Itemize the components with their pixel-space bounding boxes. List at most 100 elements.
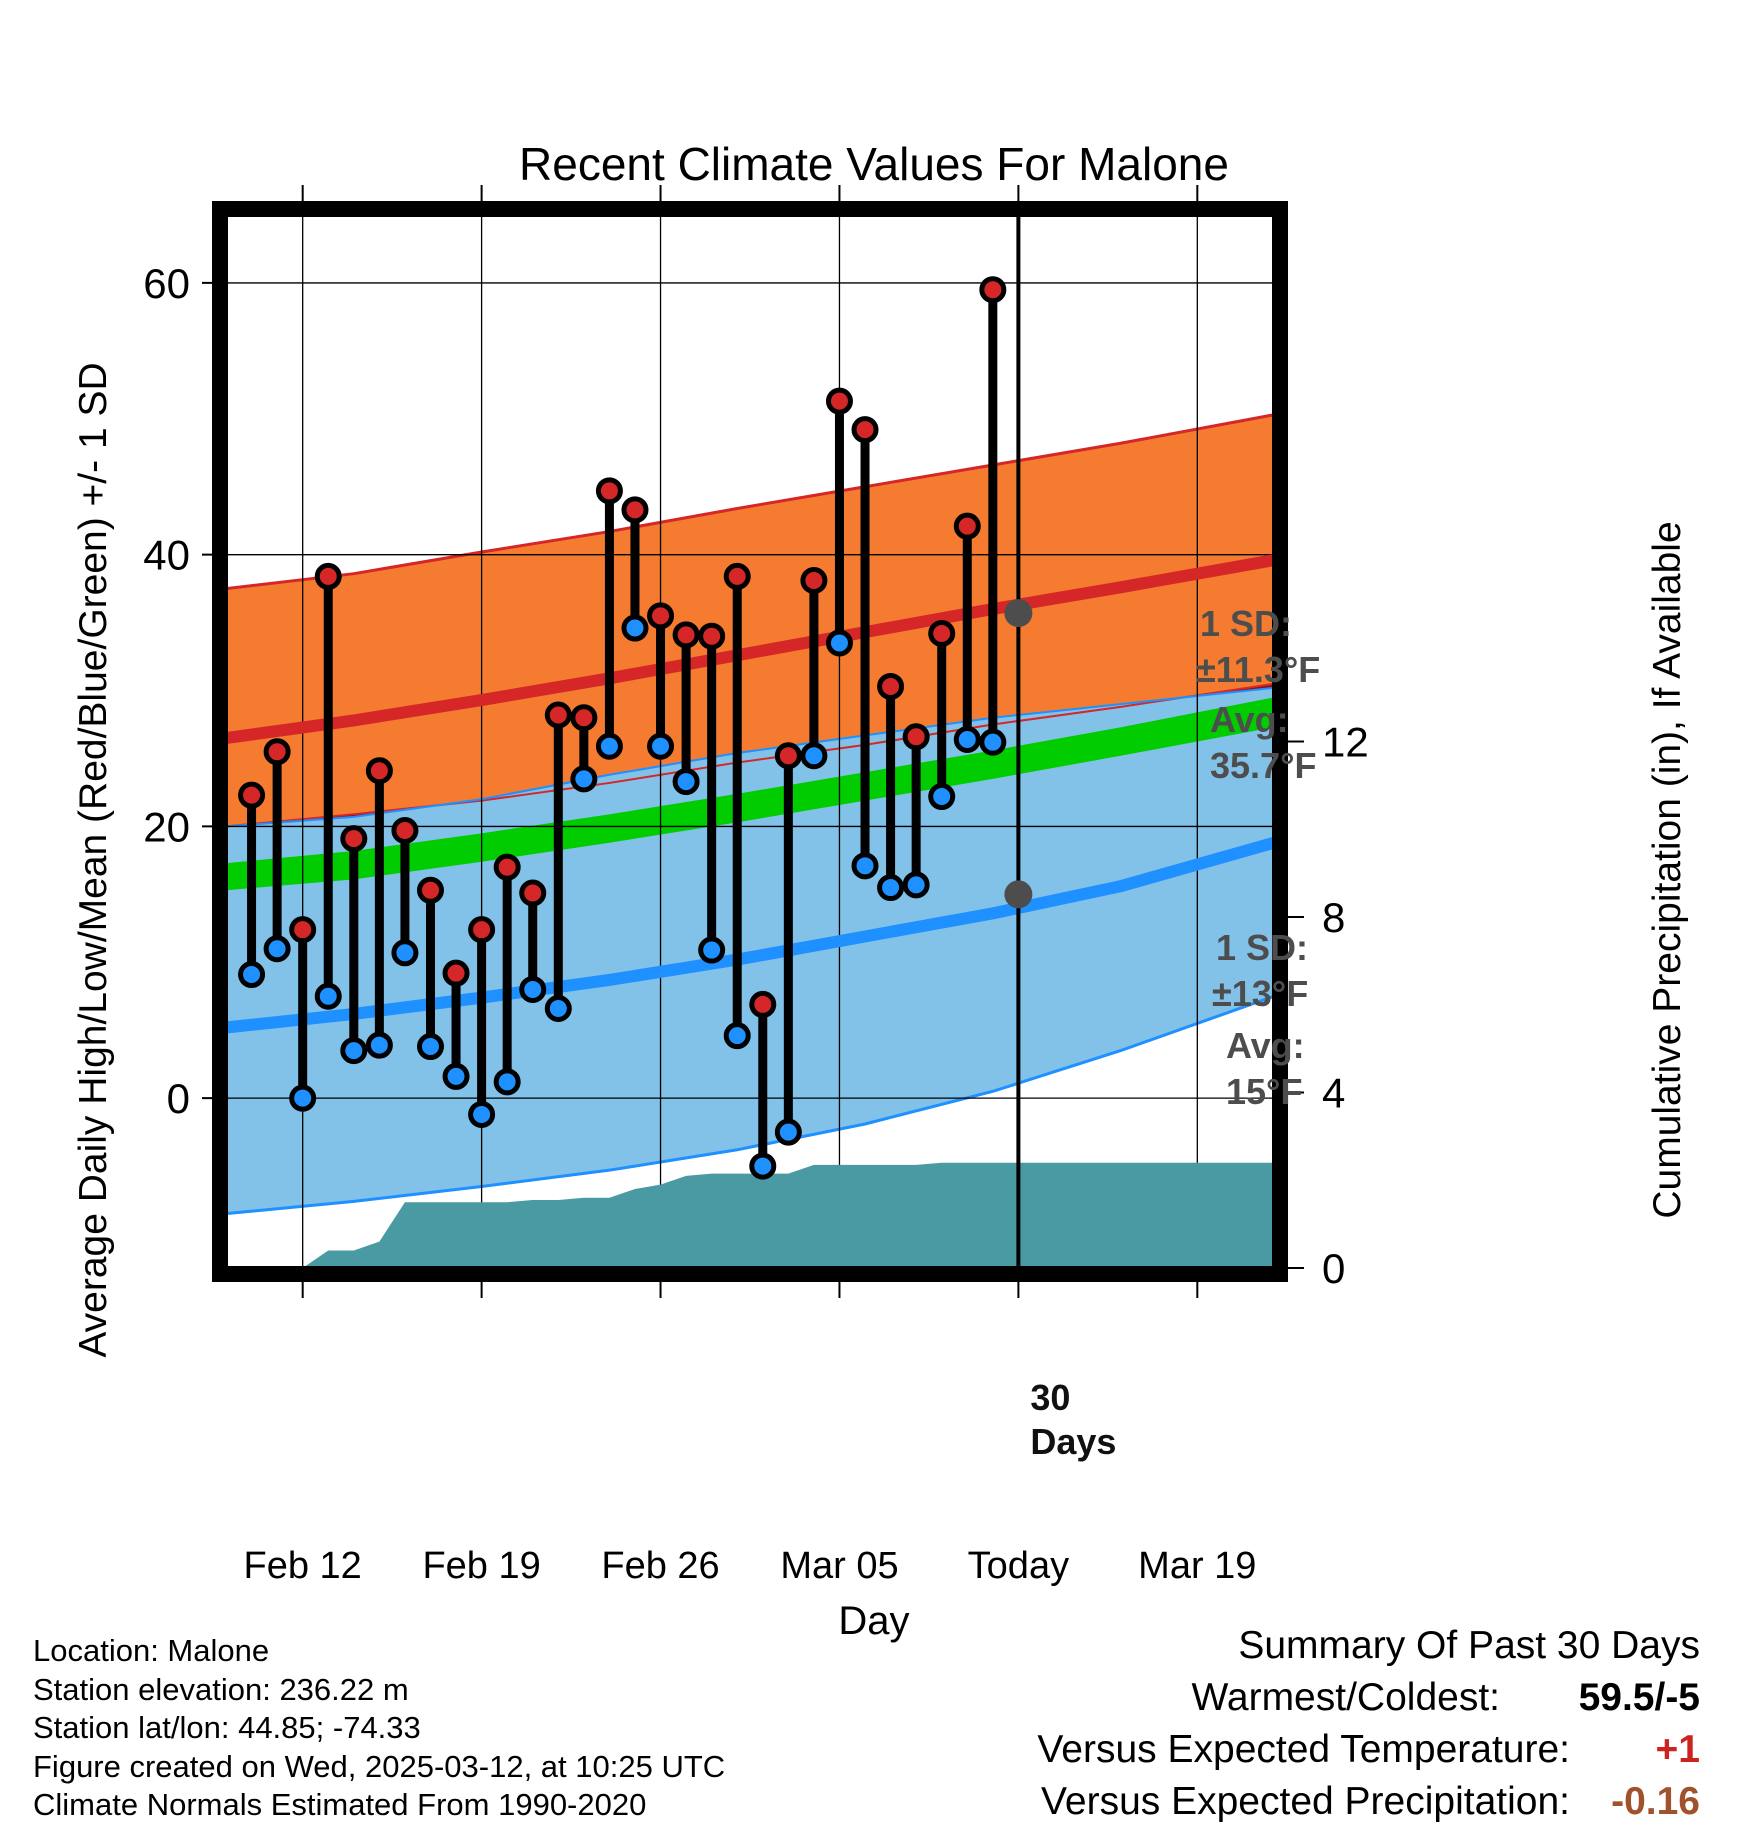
precip-value: -0.16 <box>1611 1780 1700 1823</box>
low-point <box>442 1062 470 1090</box>
high-point <box>391 816 419 844</box>
high-point <box>902 723 930 751</box>
low-normal-annotation: 1 SD: ±13°F Avg: 15°F <box>1212 927 1308 1112</box>
precip-row: Versus Expected Precipitation: -0.16 <box>940 1776 1700 1828</box>
temp-value: +1 <box>1655 1728 1700 1771</box>
high-point <box>314 562 342 590</box>
x-tick-label: Mar 05 <box>780 1545 898 1587</box>
chart-title: Recent Climate Values For Malone <box>519 138 1229 190</box>
low-point <box>544 994 572 1022</box>
low-point <box>698 936 726 964</box>
y2-tick-label: 0 <box>1322 1245 1345 1292</box>
high-point <box>468 916 496 944</box>
high-point <box>877 672 905 700</box>
low-sd-band-upper <box>226 687 1274 864</box>
high-normal-annotation: 1 SD: ±11.3°F Avg: 35.7°F <box>1196 603 1320 786</box>
high-point <box>825 387 853 415</box>
high-point <box>544 701 572 729</box>
high-point <box>416 876 444 904</box>
x-tick-label: Mar 19 <box>1138 1545 1256 1587</box>
low-sd-value: ±13°F <box>1212 973 1308 1014</box>
low-point <box>238 961 266 989</box>
station-info: Location: Malone Station elevation: 236.… <box>33 1632 725 1825</box>
x-tick-label: Today <box>968 1545 1069 1587</box>
high-avg-value: 35.7°F <box>1210 745 1316 786</box>
y-tick-label: 0 <box>167 1075 190 1122</box>
low-point <box>391 939 419 967</box>
low-point <box>723 1022 751 1050</box>
y-axis-label: Average Daily High/Low/Mean (Red/Blue/Gr… <box>72 362 115 1357</box>
low-point <box>851 852 879 880</box>
high-point <box>365 757 393 785</box>
high-point <box>953 512 981 540</box>
low-point <box>774 1118 802 1146</box>
high-point <box>647 602 675 630</box>
low-lower-edge <box>225 994 1275 1216</box>
high-point <box>928 619 956 647</box>
created-text: Figure created on Wed, 2025-03-12, at 10… <box>33 1748 726 1784</box>
high-avg-marker <box>1004 599 1033 628</box>
summary-panel: Summary Of Past 30 Days Warmest/Coldest:… <box>940 1620 1700 1828</box>
y-tick-label: 40 <box>143 532 190 579</box>
low-sd-label: 1 SD: <box>1216 927 1308 968</box>
elevation-text: Station elevation: 236.22 m <box>33 1671 409 1707</box>
low-point <box>416 1033 444 1061</box>
normal-bands <box>225 413 1275 1216</box>
y2-tick-label: 4 <box>1322 1070 1345 1117</box>
high-sd-label: 1 SD: <box>1200 603 1292 644</box>
low-point <box>595 732 623 760</box>
high-point <box>851 416 879 444</box>
axes-ticks: 0 20 40 60 0 4 8 12 Feb 12 Feb 19 Feb 26 Mar 05 Toda… <box>143 185 1369 1587</box>
high-point <box>723 562 751 590</box>
thirty-days-line: Days <box>1030 1421 1116 1462</box>
high-sd-value: ±11.3°F <box>1196 649 1320 690</box>
low-point <box>570 765 598 793</box>
y-tick-label: 60 <box>143 260 190 307</box>
x-axis-label: Day <box>838 1599 909 1643</box>
temp-label: Versus Expected Temperature: <box>1037 1728 1570 1771</box>
low-point <box>825 629 853 657</box>
high-avg-label: Avg: <box>1210 699 1289 740</box>
low-point <box>749 1152 777 1180</box>
low-avg-label: Avg: <box>1226 1025 1305 1066</box>
high-point <box>979 276 1007 304</box>
high-point <box>493 853 521 881</box>
low-point <box>314 982 342 1010</box>
high-point <box>800 566 828 594</box>
high-point <box>749 990 777 1018</box>
x-tick-label: Feb 12 <box>244 1545 362 1587</box>
high-upper-edge <box>225 413 1275 591</box>
low-point <box>519 975 547 1003</box>
low-point <box>365 1031 393 1059</box>
high-point <box>442 959 470 987</box>
summary-title: Summary Of Past 30 Days <box>1238 1624 1700 1667</box>
x-tick-label: Feb 19 <box>422 1545 540 1587</box>
x-tick-label: Feb 26 <box>601 1545 719 1587</box>
y2-axis-label: Cumulative Precipitation (in), If Availa… <box>1646 521 1689 1218</box>
thirty-days-line: 30 <box>1030 1377 1070 1418</box>
high-sd-band <box>226 414 1274 827</box>
low-point <box>263 935 291 963</box>
precip-label: Versus Expected Precipitation: <box>1041 1780 1570 1823</box>
normals-text: Climate Normals Estimated From 1990-2020 <box>33 1787 647 1822</box>
high-point <box>289 916 317 944</box>
high-point <box>672 621 700 649</box>
high-point <box>621 496 649 524</box>
latlon-text: Station lat/lon: 44.85; -74.33 <box>33 1710 421 1745</box>
low-avg-marker <box>1004 880 1033 909</box>
high-point <box>774 742 802 770</box>
daily-high-low-bars <box>238 276 1007 1180</box>
low-point <box>672 768 700 796</box>
high-point <box>263 738 291 766</box>
y-tick-label: 20 <box>143 803 190 850</box>
high-point <box>595 477 623 505</box>
warm-cold-value: 59.5/-5 <box>1578 1676 1700 1719</box>
mean-sd-band <box>226 697 1274 891</box>
high-point <box>698 622 726 650</box>
warm-cold-label: Warmest/Coldest: <box>1191 1676 1500 1719</box>
high-point <box>340 825 368 853</box>
low-point <box>902 871 930 899</box>
high-point <box>238 781 266 809</box>
temp-row: Versus Expected Temperature: +1 <box>940 1724 1700 1776</box>
